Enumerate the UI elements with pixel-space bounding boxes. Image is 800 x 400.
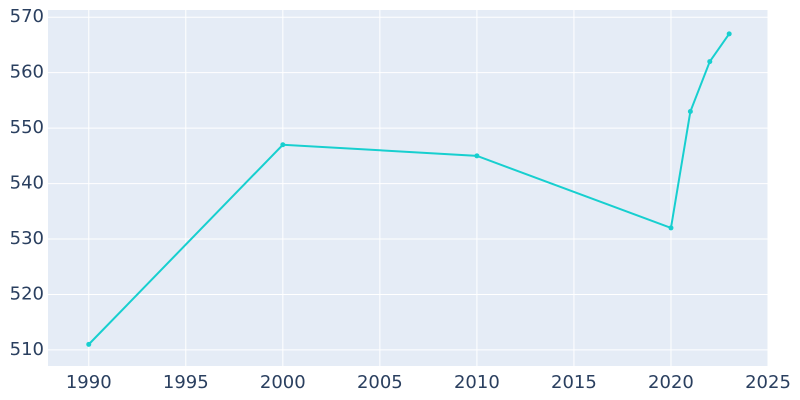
point — [668, 225, 674, 231]
point — [474, 153, 480, 159]
x-tick-label: 2015 — [551, 372, 597, 393]
point — [687, 108, 693, 114]
y-tick-label: 530 — [10, 228, 44, 249]
x-tick-label: 2000 — [260, 372, 306, 393]
x-tick-label: 2005 — [357, 372, 403, 393]
y-tick-label: 520 — [10, 283, 44, 304]
x-tick-label: 1995 — [163, 372, 209, 393]
y-tick-label: 550 — [10, 117, 44, 138]
point — [280, 142, 286, 148]
y-tick-label: 510 — [10, 339, 44, 360]
x-tick-label: 1990 — [66, 372, 112, 393]
point — [86, 341, 92, 347]
plot-area — [48, 10, 768, 366]
x-tick-label: 2020 — [648, 372, 694, 393]
point — [707, 59, 713, 65]
point — [726, 31, 732, 37]
x-tick-label: 2025 — [745, 372, 791, 393]
y-tick-label: 560 — [10, 62, 44, 83]
y-tick-label: 570 — [10, 6, 44, 27]
y-tick-label: 540 — [10, 173, 44, 194]
x-tick-label: 2010 — [454, 372, 500, 393]
